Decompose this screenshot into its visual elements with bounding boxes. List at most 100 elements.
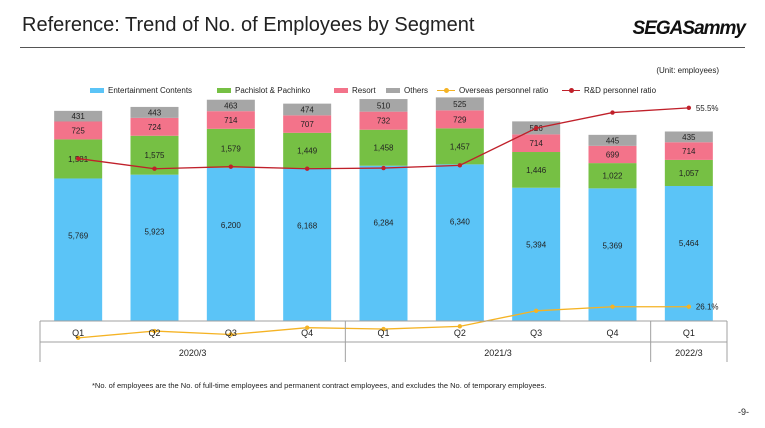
point-rd_line-7 <box>610 110 615 115</box>
data-label-entertainment-6: 5,394 <box>526 241 547 250</box>
data-label-entertainment-3: 6,168 <box>297 222 318 231</box>
bar-resort-8 <box>664 142 713 160</box>
data-label-entertainment-5: 6,340 <box>450 217 471 226</box>
legend-label-pachislot: Pachislot & Pachinko <box>235 86 311 95</box>
sega-sammy-logo: SEGASammy <box>632 18 746 39</box>
bar-others-0 <box>54 110 103 122</box>
bar-pachislot-7 <box>588 163 637 189</box>
bar-resort-7 <box>588 145 637 164</box>
bar-others-1 <box>130 106 179 118</box>
bar-entertainment-6 <box>512 187 561 321</box>
bar-entertainment-4 <box>359 165 408 321</box>
bar-entertainment-7 <box>588 188 637 321</box>
data-label-resort-6: 714 <box>529 139 543 148</box>
unit-label: (Unit: employees) <box>656 66 719 75</box>
data-label-pachislot-7: 1,022 <box>602 172 623 181</box>
legend-label-others: Others <box>404 86 429 95</box>
legend-resort: Resort <box>334 86 376 95</box>
data-label-resort-3: 707 <box>300 120 314 129</box>
tick-label-6: Q3 <box>530 328 542 338</box>
data-label-resort-5: 729 <box>453 115 467 124</box>
data-label-resort-7: 699 <box>606 150 620 159</box>
legend-swatch-pachislot <box>217 88 231 93</box>
tick-label-7: Q4 <box>606 328 618 338</box>
bar-others-3 <box>283 103 332 116</box>
bar-pachislot-5 <box>435 128 484 165</box>
point-rd_line-2 <box>228 164 234 169</box>
point-rd_line-4 <box>381 165 386 171</box>
legend-swatch-resort <box>334 88 348 93</box>
bar-others-7 <box>588 134 637 146</box>
data-label-pachislot-6: 1,446 <box>526 166 547 175</box>
legend-overseas-ratio: Overseas personnel ratio <box>437 86 548 95</box>
bar-entertainment-8 <box>664 186 713 321</box>
data-label-resort-8: 714 <box>682 147 696 156</box>
bar-entertainment-0 <box>54 178 103 321</box>
bar-resort-5 <box>435 110 484 129</box>
data-label-resort-2: 714 <box>224 116 238 125</box>
data-label-entertainment-7: 5,369 <box>602 241 623 250</box>
legend-entertainment: Entertainment Contents <box>90 86 192 95</box>
point-rd_line-6 <box>533 125 539 131</box>
point-overseas_line-4 <box>381 326 386 332</box>
legend-swatch-others <box>386 88 400 93</box>
tick-label-0: Q1 <box>72 328 84 338</box>
point-overseas_line-0 <box>75 335 81 341</box>
data-label-others-8: 435 <box>682 133 696 142</box>
bar-resort-0 <box>54 121 103 140</box>
data-label-others-2: 463 <box>224 101 238 110</box>
tick-label-3: Q4 <box>301 328 313 338</box>
point-rd_line-3 <box>304 166 310 171</box>
page-number: -9- <box>738 407 749 417</box>
tick-label-2: Q3 <box>225 328 237 338</box>
point-overseas_line-1 <box>152 328 157 334</box>
legend-line-overseas <box>437 87 455 93</box>
group-label-1: 2021/3 <box>484 348 512 358</box>
group-label-2: 2022/3 <box>675 348 703 358</box>
bar-resort-4 <box>359 111 408 130</box>
end-label-overseas_line: 26.1% <box>696 303 719 312</box>
legend-label-overseas: Overseas personnel ratio <box>459 86 549 95</box>
page-title: Reference: Trend of No. of Employees by … <box>22 14 475 36</box>
point-overseas_line-3 <box>304 325 310 330</box>
legend-rd-ratio: R&D personnel ratio <box>562 86 656 95</box>
group-label-0: 2020/3 <box>179 348 207 358</box>
data-label-entertainment-2: 6,200 <box>221 221 242 230</box>
footnote: *No. of employees are the No. of full-ti… <box>92 381 547 390</box>
bar-others-8 <box>664 131 713 143</box>
bar-others-4 <box>359 99 408 112</box>
bar-resort-6 <box>512 134 561 153</box>
bar-others-5 <box>435 97 484 111</box>
data-label-others-1: 443 <box>148 108 162 117</box>
legend-others: Others <box>386 86 428 95</box>
data-label-resort-1: 724 <box>148 123 162 132</box>
legend-label-rd: R&D personnel ratio <box>584 86 657 95</box>
data-label-others-0: 431 <box>71 112 85 121</box>
title-divider <box>20 47 745 48</box>
bar-resort-3 <box>283 115 332 133</box>
data-label-entertainment-1: 5,923 <box>144 228 165 237</box>
data-label-pachislot-8: 1,057 <box>679 169 700 178</box>
legend-label-resort: Resort <box>352 86 376 95</box>
data-label-others-3: 474 <box>300 105 314 114</box>
bar-resort-1 <box>130 117 179 136</box>
data-label-pachislot-5: 1,457 <box>450 142 471 151</box>
data-label-resort-0: 725 <box>71 126 85 135</box>
legend-pachislot: Pachislot & Pachinko <box>217 86 310 95</box>
point-overseas_line-6 <box>533 308 539 313</box>
tick-label-5: Q2 <box>454 328 466 338</box>
bar-entertainment-2 <box>206 167 255 321</box>
data-label-pachislot-1: 1,575 <box>144 151 165 160</box>
bar-others-2 <box>206 99 255 112</box>
point-rd_line-5 <box>457 163 463 168</box>
point-rd_line-8 <box>686 105 692 111</box>
legend-label-entertainment: Entertainment Contents <box>108 86 193 95</box>
bar-entertainment-3 <box>283 168 332 321</box>
point-overseas_line-2 <box>228 332 234 337</box>
legend-swatch-entertainment <box>90 88 104 93</box>
point-overseas_line-5 <box>457 324 463 329</box>
data-label-pachislot-4: 1,458 <box>373 144 394 153</box>
bar-pachislot-4 <box>359 129 408 166</box>
legend-line-rd <box>562 87 580 93</box>
